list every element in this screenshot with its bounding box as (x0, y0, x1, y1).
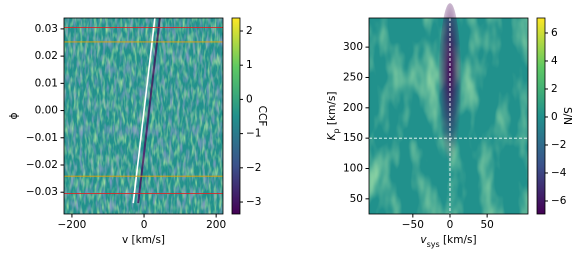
y-tick-label: 100 (343, 162, 363, 174)
colorbar-tick-label: −2 (551, 139, 566, 151)
colorbar-tick-label: −6 (551, 195, 567, 207)
axis-label-part: p (332, 128, 341, 133)
y-tick-label: 0.00 (35, 105, 58, 117)
colorbar-tick-label: 6 (551, 27, 558, 39)
y-tick-label: −0.03 (26, 186, 58, 198)
y-tick-label: 300 (343, 41, 363, 53)
axis-label: vsys [km/s] (420, 234, 476, 249)
colorbar-label: CCF (256, 106, 268, 127)
colorbar-tick-label: −4 (551, 167, 567, 179)
y-tick-label: 50 (350, 193, 363, 205)
x-tick-label: 0 (447, 219, 454, 231)
colorbar-tick-label: 1 (246, 59, 253, 71)
colorbar-tick-label: −3 (246, 196, 261, 208)
x-tick-label: −50 (402, 219, 424, 231)
axis-label: v [km/s] (122, 234, 165, 246)
x-tick-label: 50 (480, 219, 493, 231)
axis-label: Kp [km/s] (326, 92, 341, 141)
colorbar (231, 17, 241, 215)
y-tick-label: −0.01 (26, 132, 58, 144)
colorbar-tick-label: −2 (246, 162, 261, 174)
y-tick-label: −0.02 (26, 159, 58, 171)
planet-trail (132, 17, 156, 204)
plot-frame (368, 17, 529, 215)
axis-label-part: K (326, 132, 338, 140)
y-tick-label: 0.02 (35, 50, 58, 62)
axis-label: ϕ (8, 112, 20, 119)
x-tick-label: 0 (141, 219, 148, 231)
colorbar-tick-label: 2 (551, 83, 558, 95)
colorbar-tick-label: 0 (246, 93, 253, 105)
axis-label-part: v (420, 234, 427, 246)
plot-frame (63, 17, 224, 215)
axis-label-part: [km/s] (326, 92, 338, 129)
colorbar-label: S/N (561, 107, 573, 125)
y-tick-label: 150 (343, 132, 363, 144)
colorbar-tick-label: 4 (551, 55, 558, 67)
x-tick-label: 200 (206, 219, 226, 231)
colorbar (536, 17, 546, 215)
y-tick-label: 0.01 (35, 77, 58, 89)
colorbar-tick-label: 0 (551, 111, 558, 123)
colorbar-tick-label: 2 (246, 25, 253, 37)
y-tick-label: 250 (343, 71, 363, 83)
colorbar-tick-label: −1 (246, 128, 261, 140)
trail-shadow (137, 17, 161, 204)
y-tick-label: 200 (343, 102, 363, 114)
y-tick-label: 0.03 (35, 23, 58, 35)
axis-label-part: [km/s] (440, 234, 477, 246)
axis-label-part: sys (427, 240, 440, 249)
x-tick-label: −200 (58, 219, 87, 231)
